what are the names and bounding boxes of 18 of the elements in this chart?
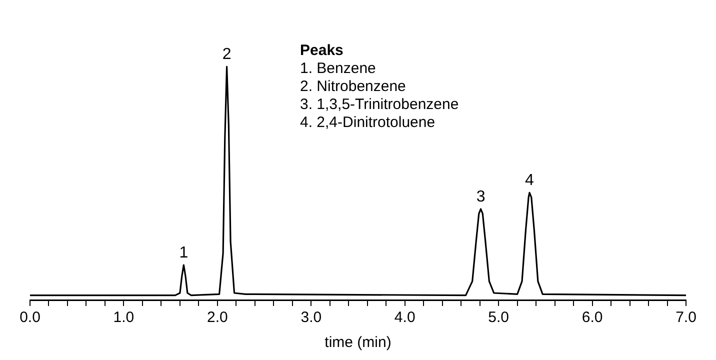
- x-tick-label: 2.0: [207, 309, 228, 326]
- annotation: 1. Benzene: [300, 60, 377, 78]
- annotation: 1: [179, 244, 188, 262]
- annotation: 4: [525, 172, 534, 190]
- x-tick-label: 3.0: [300, 309, 322, 326]
- x-tick-label: 1.0: [113, 309, 134, 326]
- text: Peaks: [300, 42, 344, 60]
- annotation: 3: [476, 188, 486, 206]
- x-tick-label: 5.0: [488, 309, 509, 326]
- x-tick-label: 6.0: [582, 309, 603, 326]
- annotation: 3. 1,3,5-Trinitrobenzene: [300, 96, 459, 114]
- x-axis-title: time (min): [324, 334, 392, 352]
- annotation: 2: [222, 46, 232, 64]
- x-tick-label: 7.0: [676, 309, 696, 326]
- x-tick-label: 0.0: [20, 309, 40, 326]
- x-tick-label: 4.0: [394, 309, 416, 326]
- annotation: 2. Nitrobenzene: [300, 78, 407, 96]
- annotation: 4. 2,4-Dinitrotoluene: [300, 114, 436, 132]
